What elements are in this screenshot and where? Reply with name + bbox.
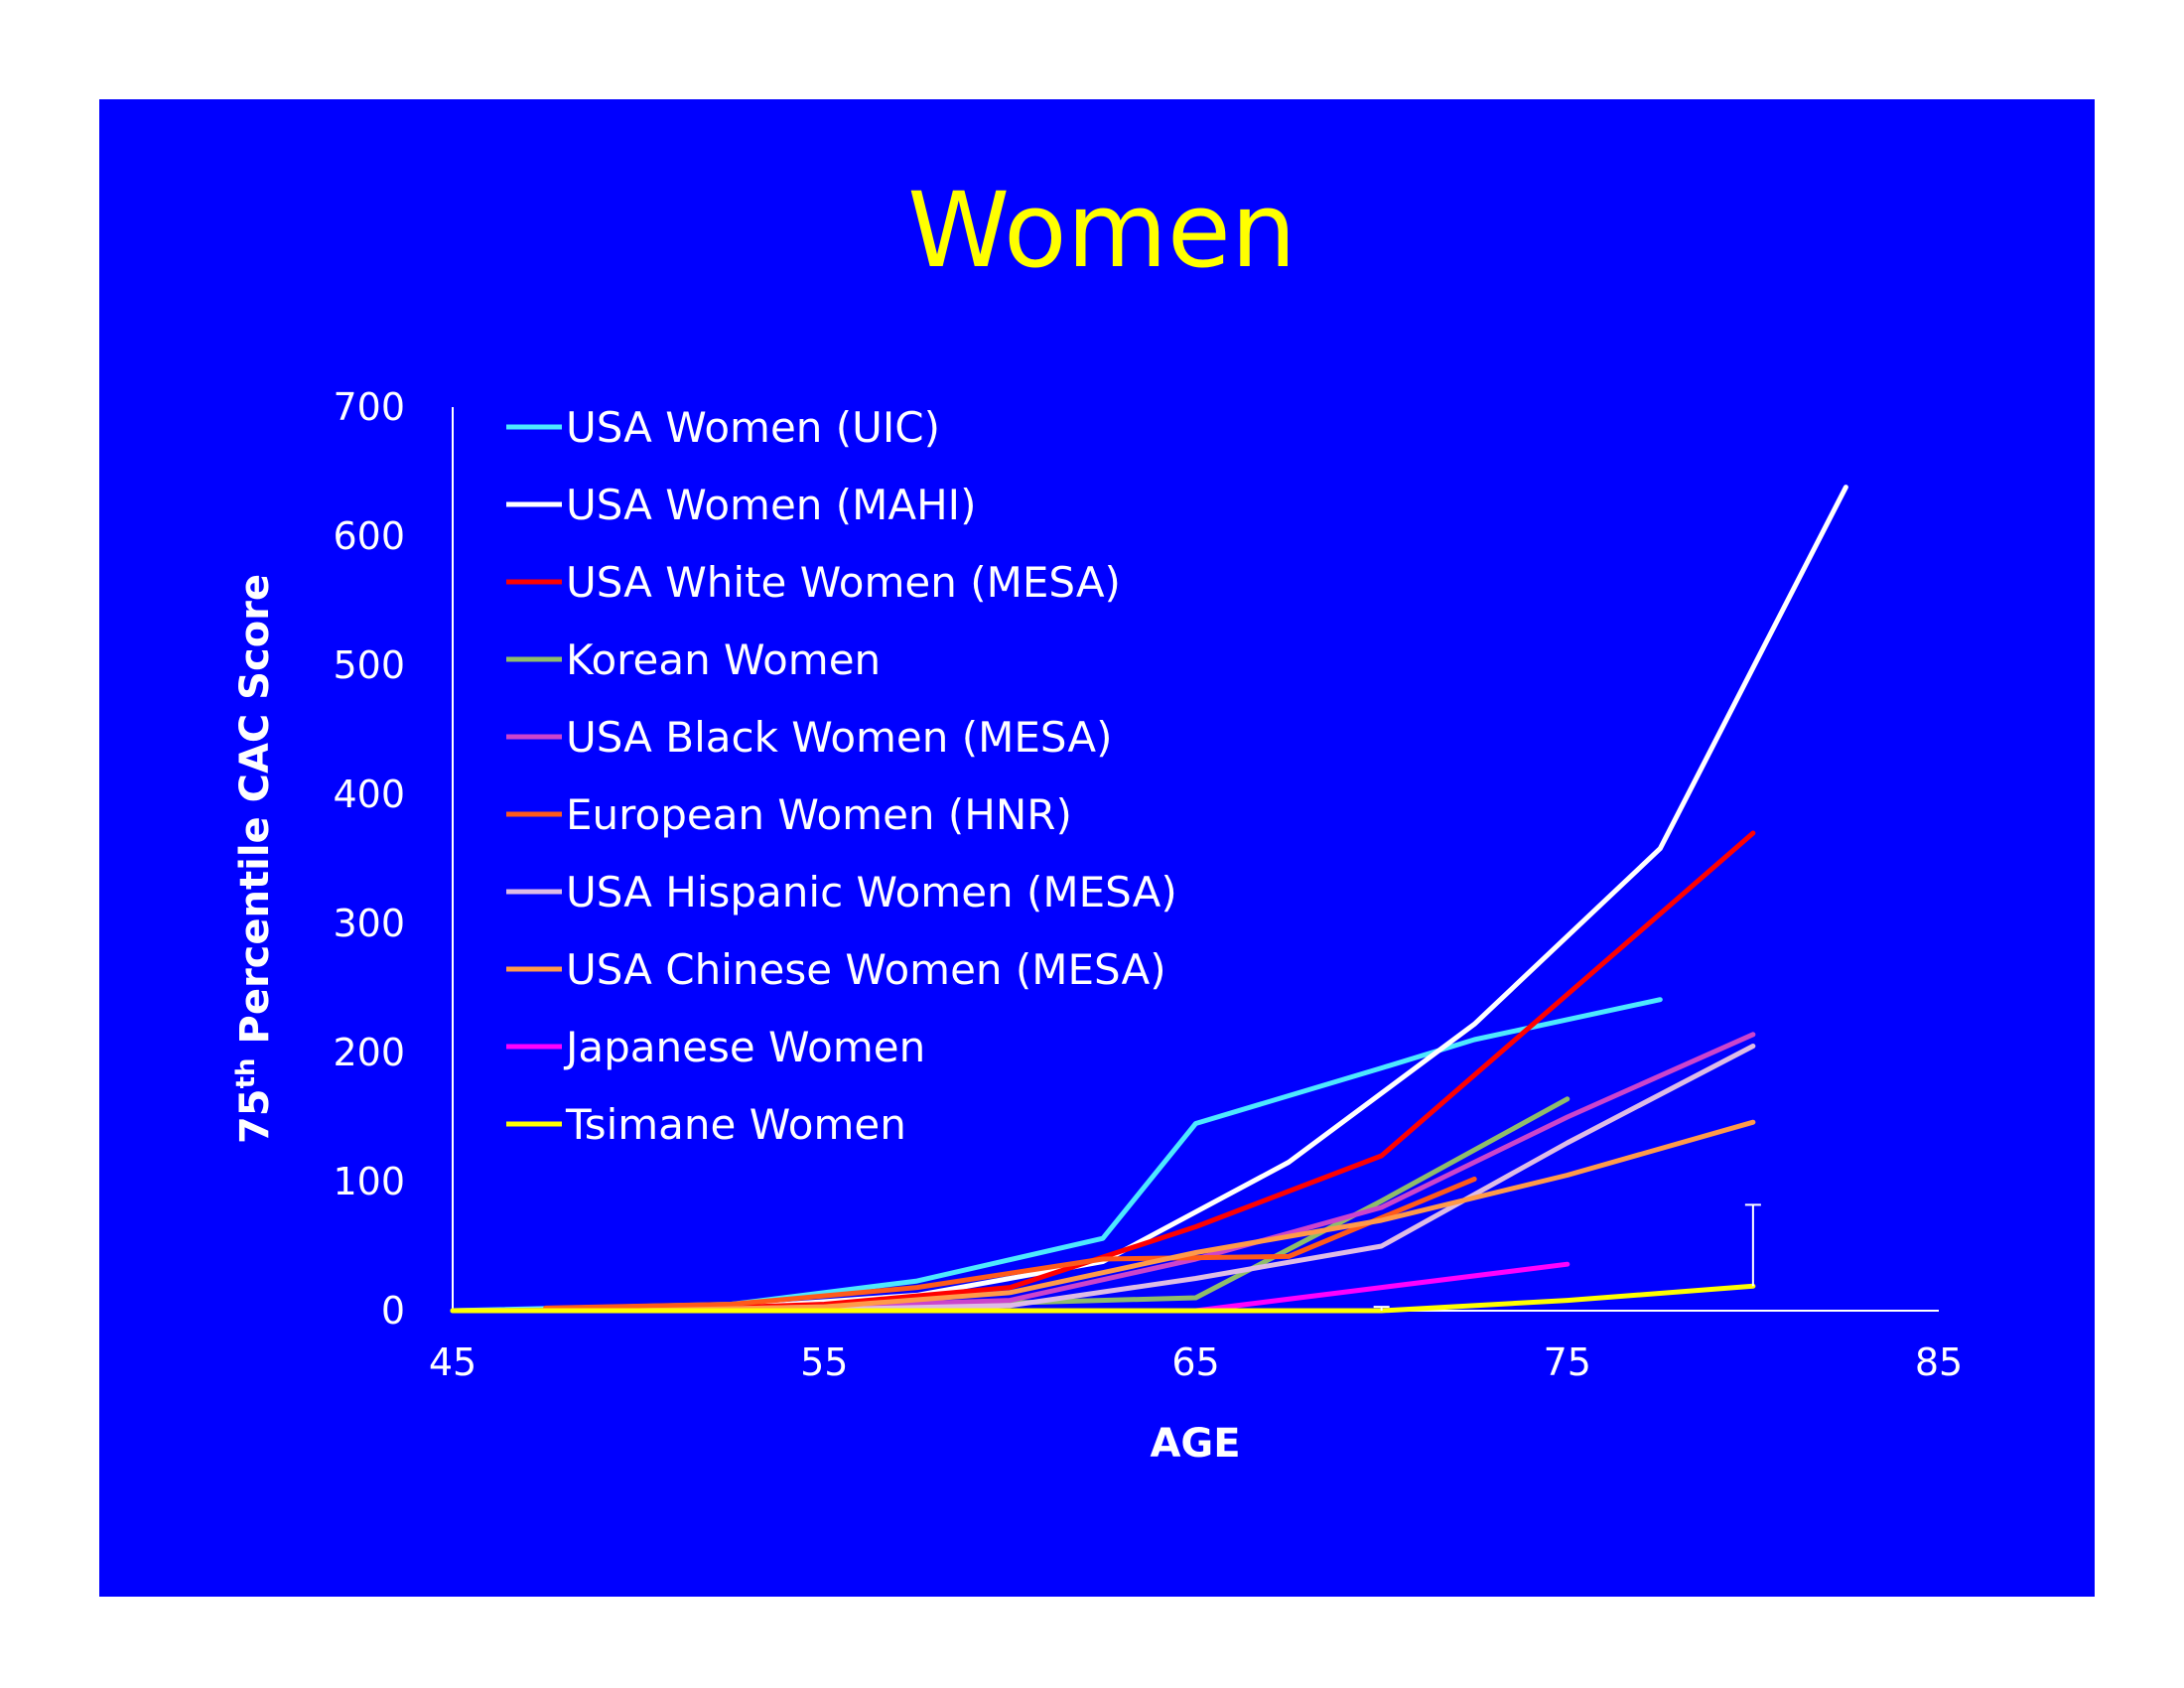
- x-tick-label-75: 75: [1544, 1340, 1591, 1384]
- legend-item-usa-black-women-mesa: USA Black Women (MESA): [506, 713, 1112, 762]
- legend-label: Japanese Women: [563, 1023, 925, 1071]
- y-tick-label-500: 500: [333, 643, 405, 687]
- legend-item-usa-women-mahi: USA Women (MAHI): [506, 481, 976, 529]
- y-axis-title-text: Percentile CAC Score: [232, 574, 278, 1057]
- legend-item-tsimane-women: Tsimane Women: [506, 1100, 906, 1149]
- y-tick-label-300: 300: [333, 902, 405, 945]
- legend-label: USA Chinese Women (MESA): [566, 945, 1166, 994]
- y-tick-label-100: 100: [333, 1160, 405, 1203]
- legend-item-usa-white-women-mesa: USA White Women (MESA): [506, 558, 1121, 607]
- legend-label: USA White Women (MESA): [566, 558, 1121, 607]
- series-line-tsimane-women: [450, 1283, 1756, 1314]
- legend-label: European Women (HNR): [566, 790, 1072, 839]
- legend-label: USA Women (UIC): [566, 403, 940, 452]
- y-tick-label-600: 600: [333, 514, 405, 558]
- slide-background: Women 0 100 200 300 400 500 600 700 45 55 65 75 85 …: [99, 99, 2095, 1597]
- y-tick-label-200: 200: [333, 1031, 405, 1074]
- axes: [452, 407, 1939, 1312]
- y-axis-title: 75th Percentile CAC Score: [231, 574, 278, 1144]
- y-axis-title-number: 75: [232, 1088, 278, 1144]
- x-tick-label-55: 55: [800, 1340, 848, 1384]
- y-axis-title-superscript: th: [231, 1057, 261, 1088]
- x-tick-labels: 45 55 65 75 85: [429, 1340, 1963, 1384]
- error-bars: [1373, 1203, 1761, 1311]
- legend-item-usa-chinese-women-mesa: USA Chinese Women (MESA): [506, 945, 1166, 994]
- legend-item-usa-hispanic-women-mesa: USA Hispanic Women (MESA): [506, 868, 1177, 916]
- legend-item-european-women-hnr: European Women (HNR): [506, 790, 1072, 839]
- legend-item-japanese-women: Japanese Women: [506, 1023, 925, 1071]
- series-lines: [450, 485, 1848, 1314]
- series-line-usa-white-women-mesa: [635, 830, 1756, 1314]
- legend-label: USA Women (MAHI): [566, 481, 976, 529]
- series-line-usa-hispanic-women-mesa: [635, 1044, 1756, 1314]
- legend: USA Women (UIC) USA Women (MAHI) USA White…: [506, 403, 1177, 1149]
- series-line-usa-chinese-women-mesa: [635, 1119, 1756, 1314]
- x-tick-label-45: 45: [429, 1340, 477, 1384]
- legend-label: USA Black Women (MESA): [566, 713, 1112, 762]
- series-line-european-women-hnr: [543, 1176, 1477, 1311]
- legend-label: Korean Women: [566, 635, 881, 684]
- legend-label: USA Hispanic Women (MESA): [566, 868, 1177, 916]
- y-tick-labels: 0 100 200 300 400 500 600 700: [333, 385, 405, 1333]
- y-tick-label-400: 400: [333, 773, 405, 816]
- chart-title: Women: [907, 170, 1297, 291]
- legend-item-korean-women: Korean Women: [506, 635, 881, 684]
- series-line-japanese-women: [1193, 1261, 1570, 1314]
- error-bar-1: [1373, 1306, 1390, 1311]
- legend-label: Tsimane Women: [565, 1100, 906, 1149]
- y-tick-label-700: 700: [333, 385, 405, 429]
- x-tick-label-65: 65: [1171, 1340, 1219, 1384]
- x-tick-label-85: 85: [1915, 1340, 1963, 1384]
- legend-item-usa-women-uic: USA Women (UIC): [506, 403, 940, 452]
- error-bar-0: [1744, 1203, 1761, 1287]
- y-tick-label-0: 0: [381, 1289, 405, 1333]
- x-axis-title: AGE: [1150, 1421, 1240, 1467]
- series-line-usa-black-women-mesa: [635, 1032, 1756, 1314]
